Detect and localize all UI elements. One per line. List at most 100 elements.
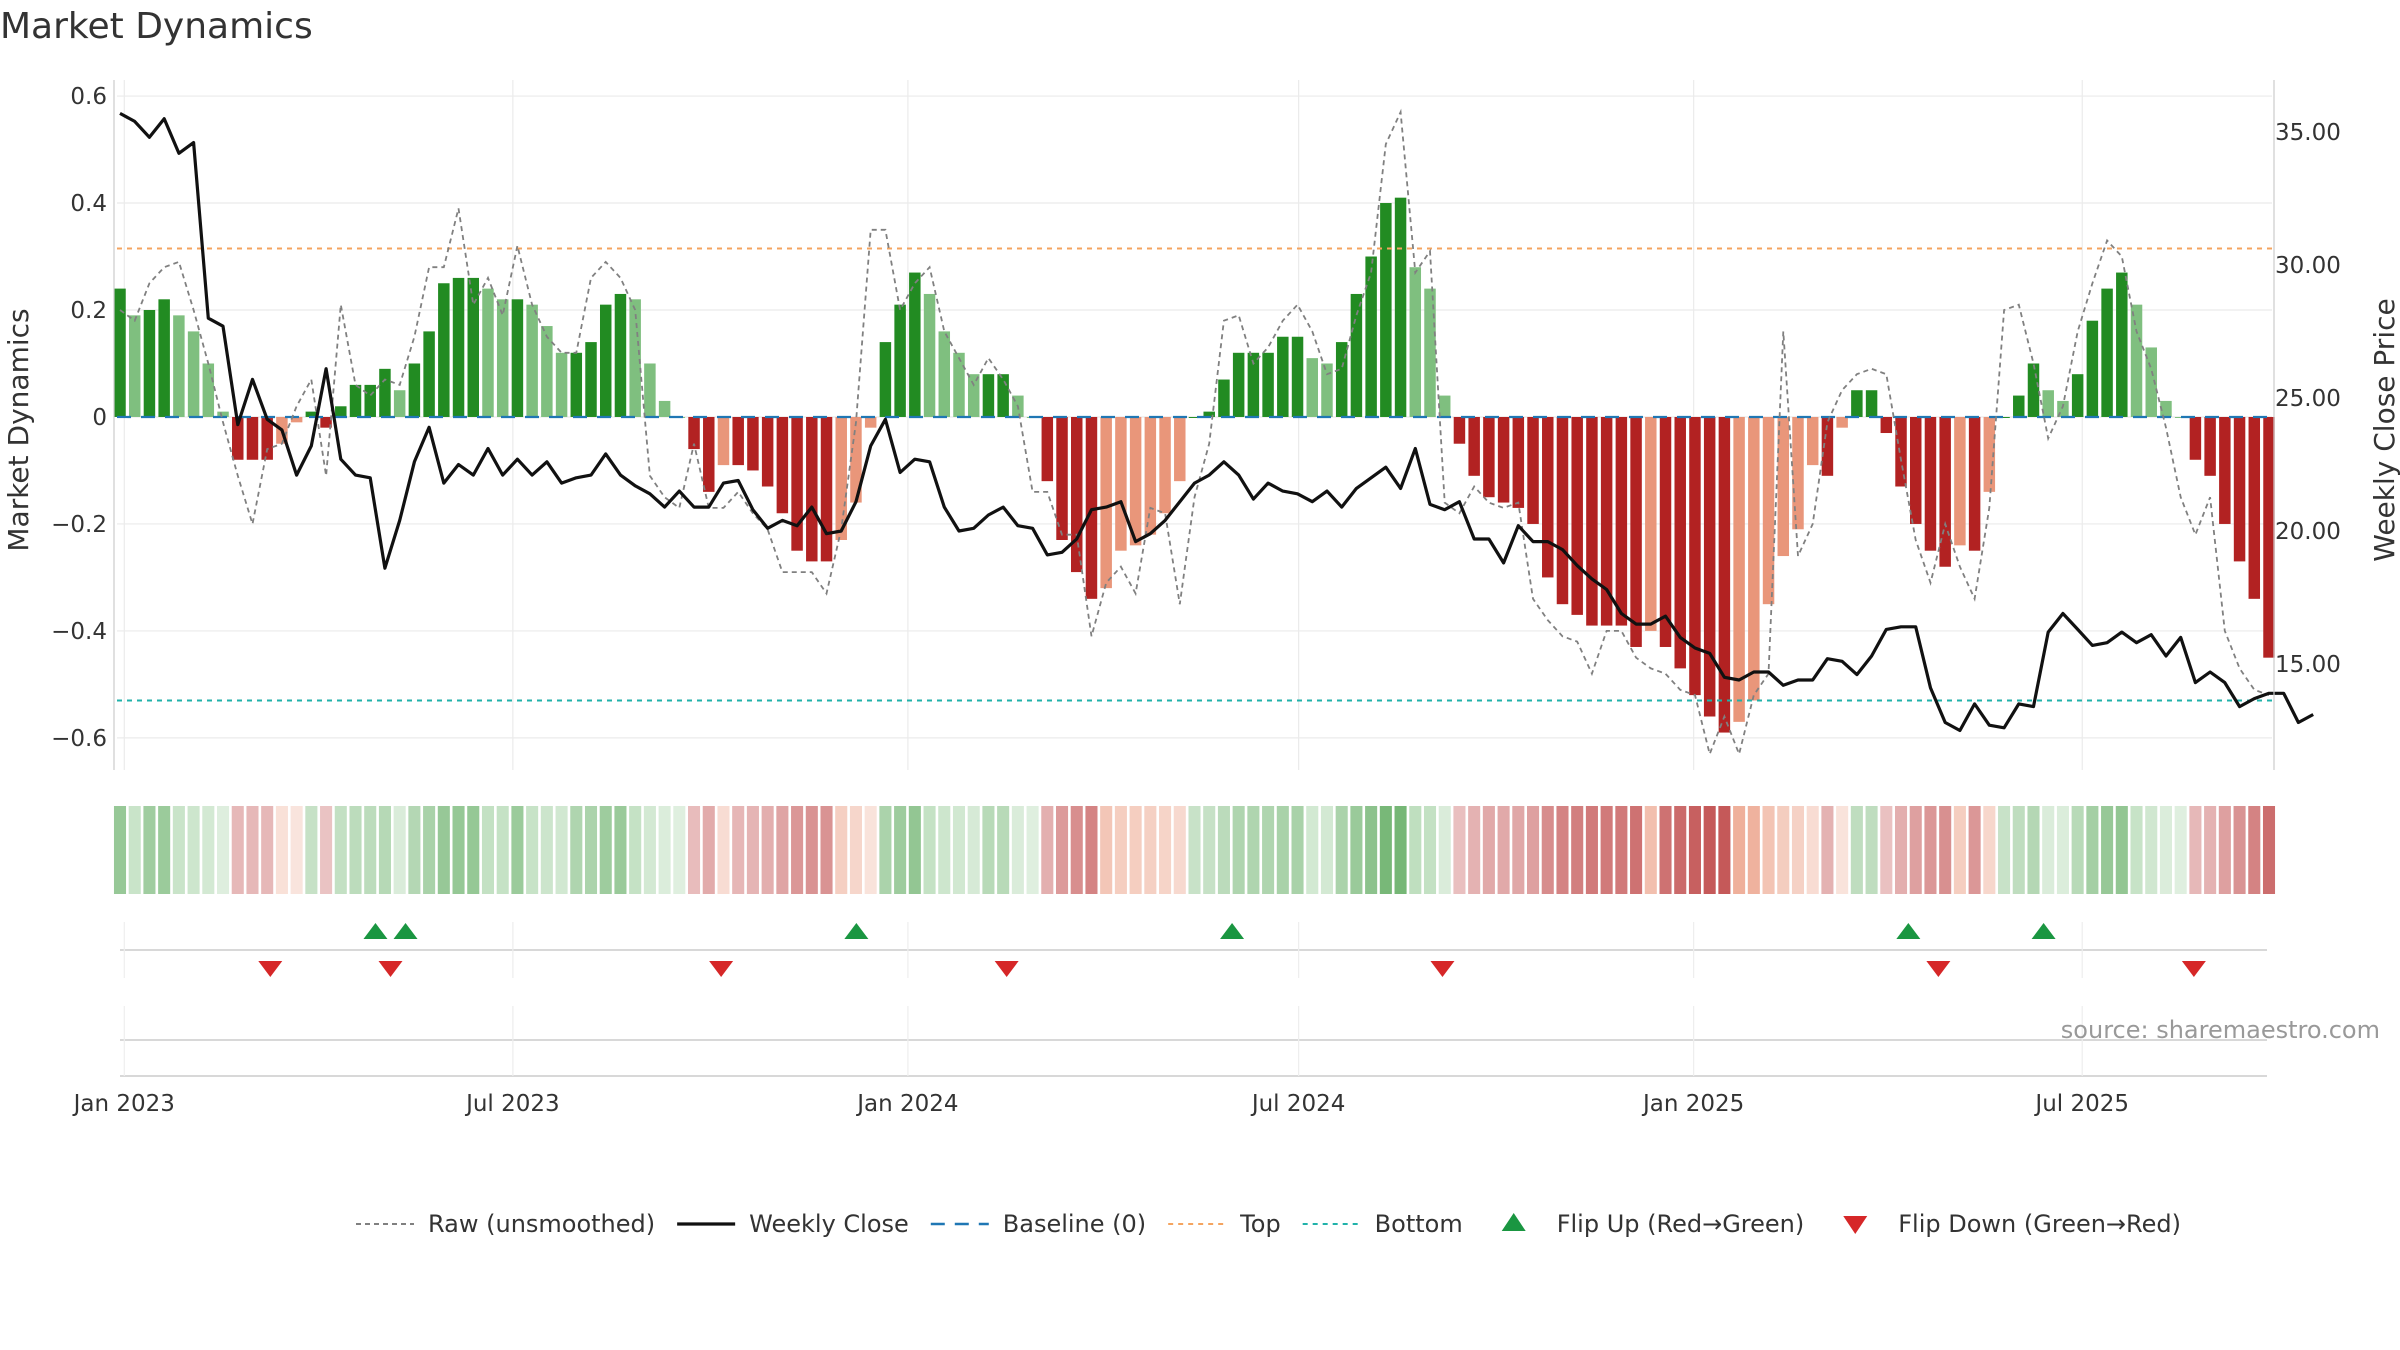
bar	[2071, 374, 2084, 417]
flip-down-marker	[709, 961, 734, 977]
axes-layer: 0.6 0.4 0.2 0 −0.2 −0.4 −0.6 35.00 30.00 25.00 20.…	[51, 80, 2341, 770]
heat-strip-cell	[849, 806, 862, 894]
flip-up-marker	[393, 923, 418, 939]
bar	[1380, 203, 1392, 417]
bar	[202, 363, 215, 417]
heat-strip-cell	[820, 806, 833, 894]
bar	[2145, 347, 2157, 417]
bar	[1689, 416, 1701, 696]
heat-strip-cell	[1674, 806, 1687, 894]
bar	[1232, 352, 1245, 417]
lines-layer	[117, 108, 2314, 757]
chart-title: Market Dynamics	[0, 6, 313, 47]
bar	[482, 288, 494, 417]
heat-strip-cell	[1733, 806, 1746, 894]
flip-down-marker	[378, 961, 403, 977]
bar	[2204, 416, 2216, 476]
bar	[511, 299, 524, 417]
heat-strip-cell	[1482, 806, 1495, 894]
heat-strip-cell	[1379, 806, 1392, 894]
heat-strip-cell	[467, 806, 480, 894]
bar	[1468, 416, 1480, 476]
bar	[1247, 352, 1260, 417]
left-tick-label: −0.4	[51, 619, 107, 645]
heat-strip-cell	[320, 806, 333, 894]
bar	[1144, 416, 1157, 535]
heat-strip-cell	[688, 806, 701, 894]
legend-label: Baseline (0)	[1003, 1210, 1146, 1238]
heat-strip-cell	[1129, 806, 1142, 894]
heat-strip-cell	[1541, 806, 1554, 894]
bar	[732, 416, 744, 466]
heat-strip-cell	[1114, 806, 1127, 894]
heat-strip-cell	[1055, 806, 1069, 894]
heat-strip-cell	[776, 806, 789, 894]
bar	[305, 411, 318, 417]
heat-strip-cell	[1026, 806, 1039, 894]
heat-strip-cell	[1423, 806, 1437, 894]
heat-strip-cell	[2042, 806, 2055, 894]
bar	[1335, 342, 1348, 417]
right-tick-label: 15.00	[2275, 652, 2341, 678]
heat-strip-cell	[2086, 806, 2099, 894]
bar	[938, 331, 951, 417]
bar	[1998, 416, 2010, 418]
bar	[1115, 416, 1127, 551]
bar	[923, 293, 936, 417]
bar	[1453, 416, 1466, 444]
bar	[1409, 267, 1422, 417]
heat-strip-cell	[2159, 806, 2173, 894]
legend-label: Flip Down (Green→Red)	[1898, 1210, 2181, 1238]
flip-down-marker	[994, 961, 1019, 977]
heat-strip	[113, 806, 2276, 894]
heat-strip-cell	[202, 806, 215, 894]
bar	[1512, 416, 1525, 508]
flip-down-marker	[1926, 961, 1951, 977]
heat-strip-cell	[1953, 806, 1966, 894]
bar	[1100, 416, 1112, 589]
heat-strip-cell	[1306, 806, 1319, 894]
bar	[187, 331, 200, 417]
x-tick-label: Jan 2024	[855, 1091, 958, 1117]
flip-down-marker	[2181, 961, 2206, 977]
heat-strip-cell	[158, 806, 171, 894]
heat-strip-cell	[1159, 806, 1172, 894]
heat-strip-cell	[982, 806, 995, 894]
legend-label: Weekly Close	[749, 1210, 909, 1238]
heat-strip-cell	[1983, 806, 1996, 894]
bar	[806, 416, 818, 562]
bar	[2174, 416, 2187, 418]
heat-strip-cell	[761, 806, 774, 894]
bar	[1586, 416, 1598, 626]
bar	[1762, 416, 1775, 605]
heat-strip-cell	[746, 806, 759, 894]
heat-strip-cell	[408, 806, 421, 894]
heat-strip-cell	[1335, 806, 1348, 894]
heat-strip-cell	[1585, 806, 1598, 894]
bar	[114, 288, 126, 417]
bar	[1159, 416, 1171, 514]
bar	[747, 416, 759, 471]
heat-strip-cell	[614, 806, 627, 894]
heat-strip-cell	[231, 806, 244, 894]
heat-strip-cell	[1365, 806, 1378, 894]
bar	[1865, 390, 1878, 417]
heat-strip-cell	[1659, 806, 1672, 894]
legend-label: Top	[1239, 1210, 1281, 1238]
heat-strip-cell	[658, 806, 671, 894]
heat-strip-cell	[1747, 806, 1760, 894]
heat-strip-cell	[1909, 806, 1922, 894]
bar	[585, 342, 597, 417]
heat-strip-cell	[938, 806, 951, 894]
heat-strip-cell	[952, 806, 966, 894]
heat-strip-cell	[835, 806, 848, 894]
heat-strip-cell	[113, 806, 127, 894]
heat-strip-cell	[1968, 806, 1981, 894]
heat-strip-cell	[423, 806, 436, 894]
bar	[1836, 416, 1848, 428]
bar	[1041, 416, 1054, 482]
bar	[1350, 293, 1363, 417]
left-tick-label: 0.6	[70, 84, 107, 110]
bar	[703, 416, 715, 492]
heat-strip-cell	[1762, 806, 1775, 894]
